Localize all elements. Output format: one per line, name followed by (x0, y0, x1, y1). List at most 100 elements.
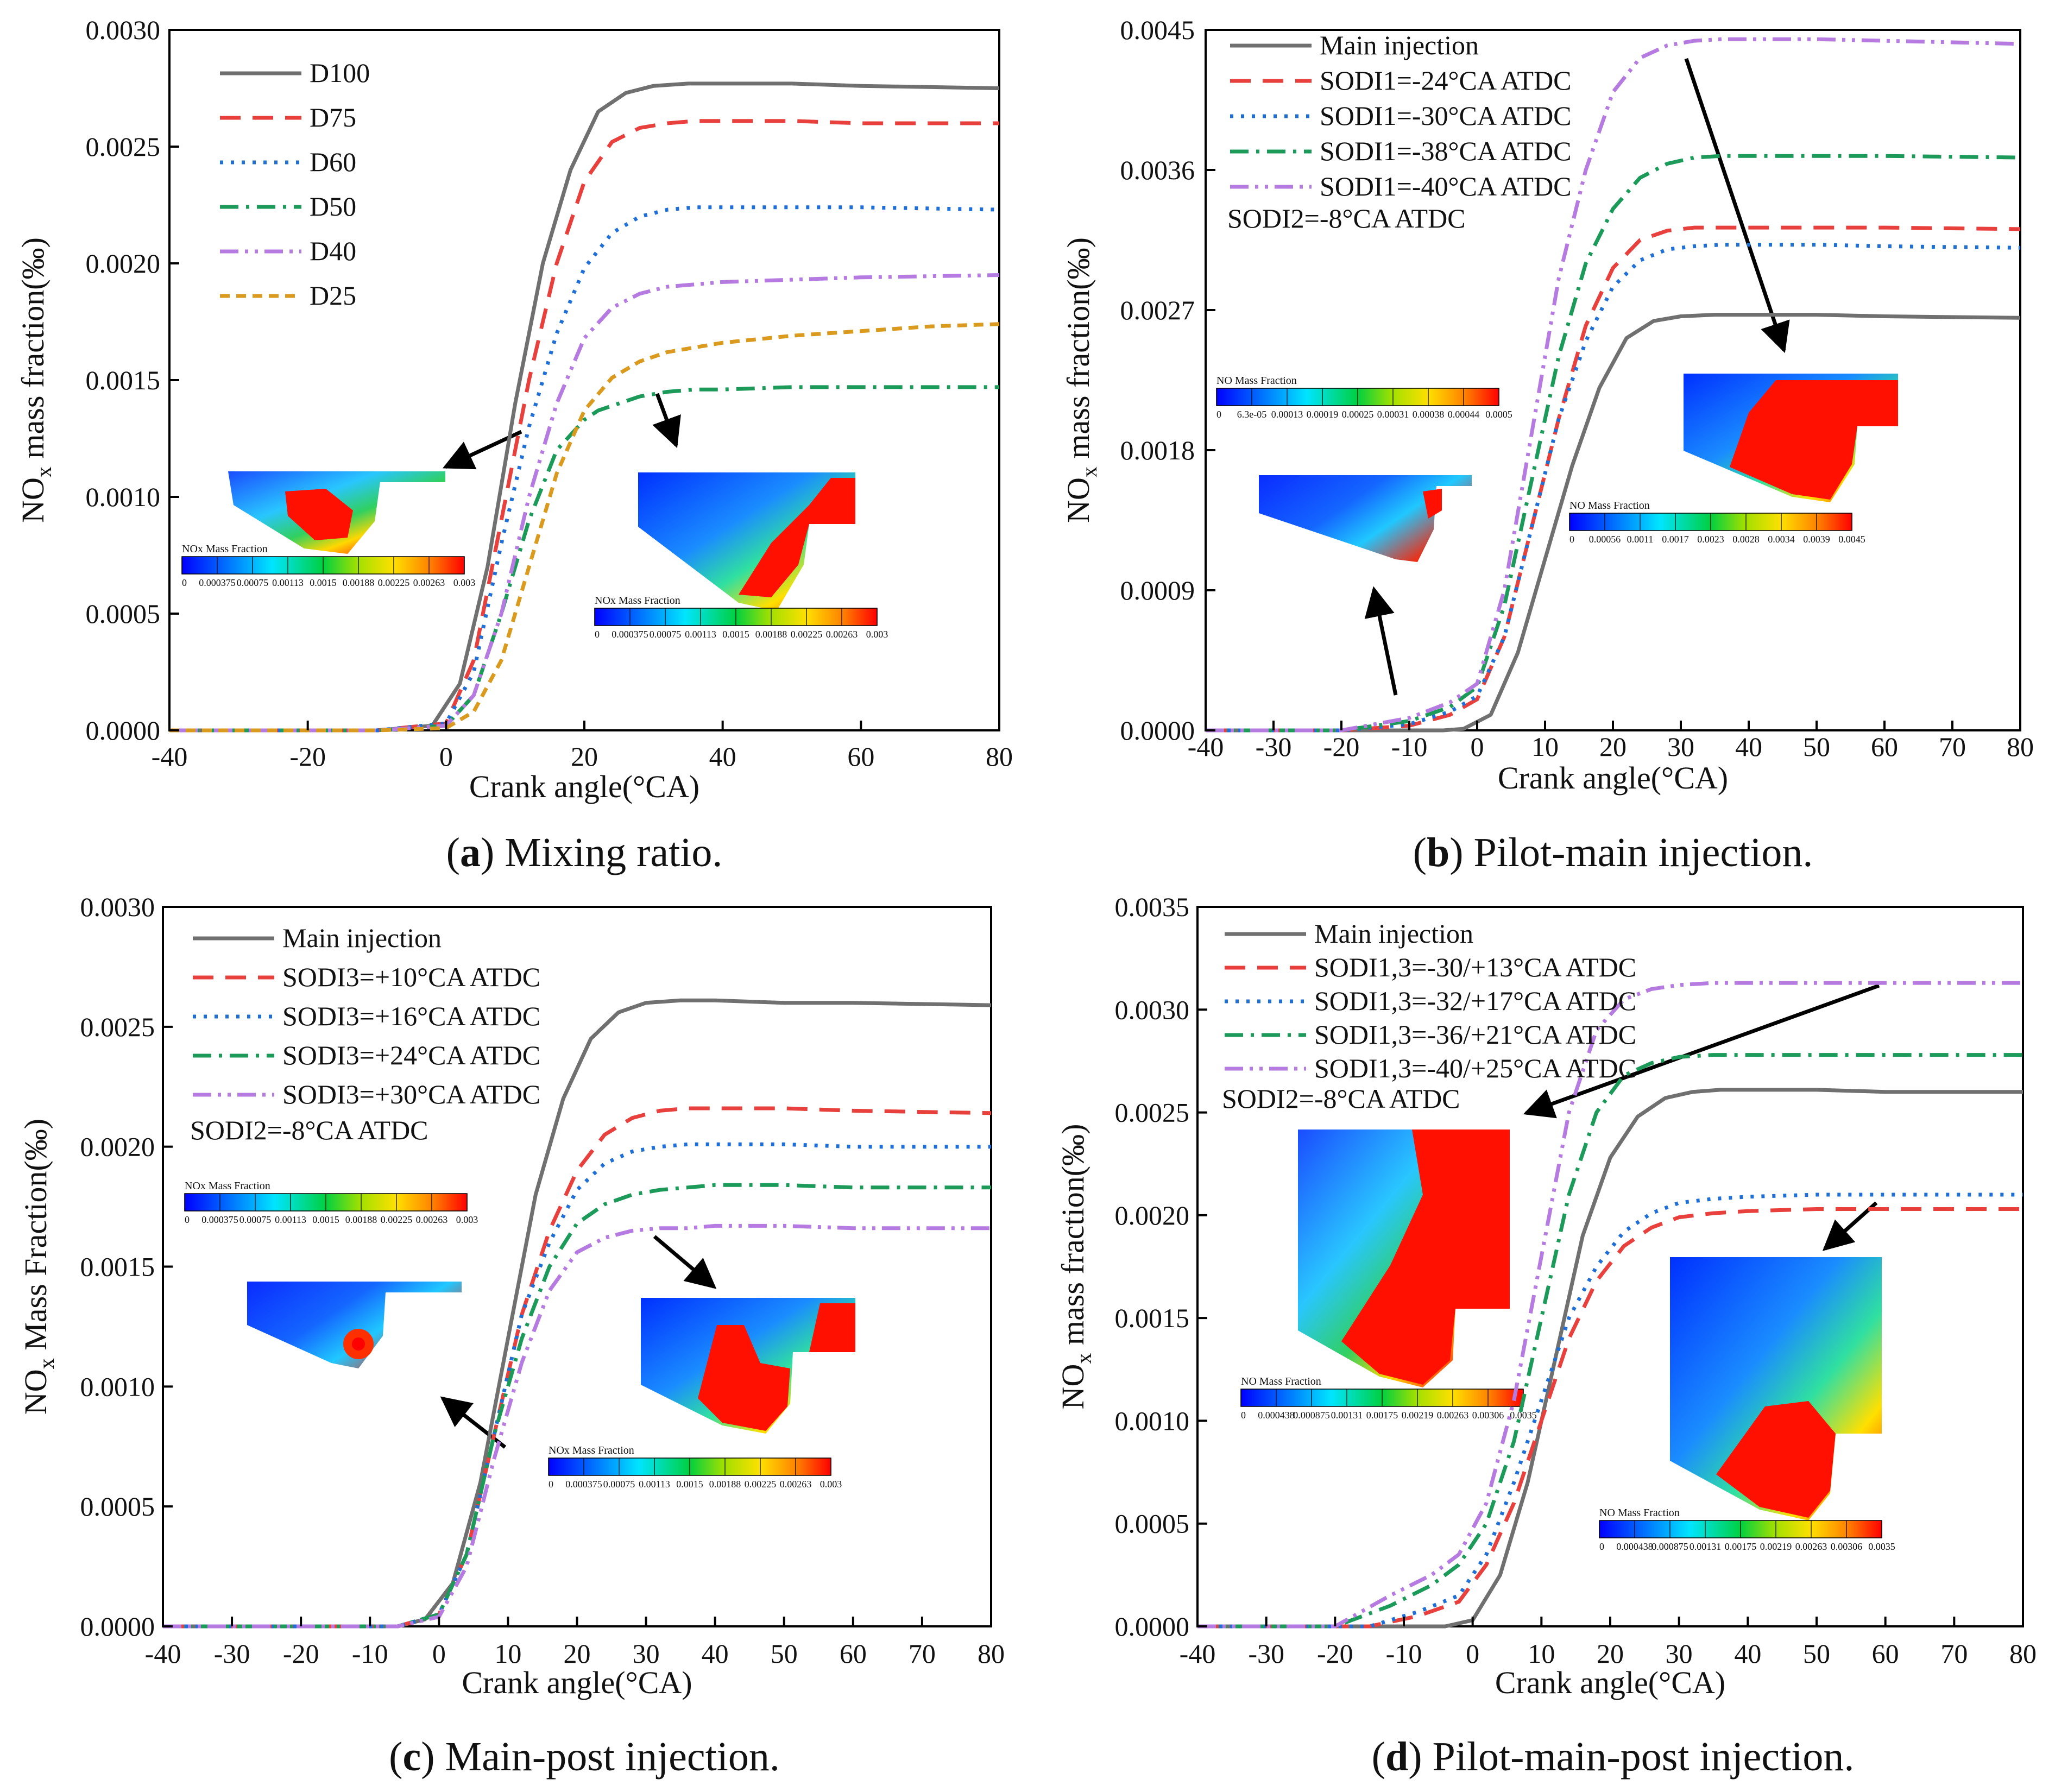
x-tick-label: 70 (1939, 731, 1966, 762)
colorbar-tick-label: 0.00113 (685, 629, 716, 640)
x-tick-label: -20 (1323, 731, 1360, 762)
y-tick-label: 0.0025 (86, 131, 161, 162)
field-inset (228, 471, 445, 554)
colorbar-tick-label: 0.00175 (1725, 1541, 1757, 1552)
y-label-main: NO (1061, 477, 1096, 523)
x-axis-label: Crank angle(°CA) (462, 1665, 692, 1700)
caption-letter: a (460, 830, 481, 875)
colorbar-tick-label: 0 (1241, 1410, 1246, 1421)
y-label-main: NO (15, 477, 51, 523)
panel-a: NOx Mass Fraction 0 0.000375 0.00075 0.00113… (15, 15, 1013, 875)
y-axis-label: NOx Mass Fraction(‰) (18, 1119, 59, 1415)
colorbar-tick-label: 0.0015 (676, 1479, 703, 1490)
y-tick-label: 0.0000 (86, 715, 161, 746)
x-tick-label: -30 (1256, 731, 1292, 762)
series-line (1206, 37, 2021, 733)
x-tick-label: 20 (571, 741, 598, 772)
x-tick-label: 10 (1528, 1638, 1555, 1669)
legend-label: Main injection (282, 923, 442, 953)
colorbar-tick-label: 0.00013 (1271, 409, 1303, 420)
colorbar-tick-label: 0 (182, 577, 187, 588)
colorbar-title: NO Mass Fraction (1569, 500, 1650, 512)
x-axis-label: Crank angle(°CA) (469, 769, 699, 804)
y-tick-label: 0.0010 (1115, 1405, 1190, 1436)
legend-label: SODI3=+10°CA ATDC (282, 962, 540, 992)
colorbar-tick-label: 0.00225 (381, 1214, 413, 1225)
legend: D100 D75 D60 D50 D40 D25 (220, 58, 370, 311)
series-line (1197, 981, 2023, 1629)
y-axis-label: NOx mass fraction(‰) (15, 237, 56, 523)
x-tick-label: 60 (840, 1638, 867, 1669)
colorbar-title: NO Mass Fraction (1216, 375, 1297, 387)
legend-label: D75 (310, 102, 356, 132)
colorbar-tick-label: 0 (185, 1214, 190, 1225)
colorbar-tick-label: 0.0035 (1868, 1541, 1895, 1552)
hot-region (1423, 489, 1442, 519)
y-tick-label: 0.0030 (80, 892, 155, 922)
x-tick-label: 50 (1803, 731, 1830, 762)
hot-region (809, 1303, 855, 1352)
x-tick-label: -40 (1188, 731, 1224, 762)
legend-label: D40 (310, 236, 356, 266)
legend-note: SODI2=-8°CA ATDC (1222, 1083, 1460, 1114)
caption-letter: d (1385, 1734, 1408, 1780)
colorbar-tick-label: 0.00044 (1448, 409, 1480, 420)
colorbar-tick-label: 0.00219 (1402, 1410, 1434, 1421)
colorbar-tick-label: 0.0045 (1838, 534, 1865, 545)
series-line (163, 1223, 991, 1629)
chart-a: -40 -20 0 20 40 60 80 0.0000 0.0005 0.0010 0.0015 0… (15, 15, 1013, 804)
x-tick-label: -30 (1248, 1638, 1284, 1669)
y-tick-label: 0.0000 (80, 1611, 155, 1642)
annotation-arrow (1523, 983, 1880, 1119)
x-tick-label: 70 (909, 1638, 936, 1669)
y-label-sub: x (31, 466, 56, 477)
caption-text: Pilot-main injection. (1464, 830, 1813, 875)
y-tick-label: 0.0015 (1115, 1303, 1190, 1333)
colorbar-tick-label: 0.000438 (1258, 1410, 1295, 1421)
colorbar-tick-label: 0.0015 (310, 577, 337, 588)
series-line (1197, 1053, 2023, 1629)
x-tick-label: 0 (432, 1638, 446, 1669)
series-line (169, 119, 999, 733)
series-line (1206, 243, 2021, 733)
x-tick-label: 80 (978, 1638, 1005, 1669)
colorbar-title: NOx Mass Fraction (182, 543, 268, 555)
y-axis-label: NOx mass fraction(‰) (1061, 237, 1101, 523)
x-tick-label: -40 (152, 741, 188, 772)
colorbar-tick-label: 0.00075 (239, 1214, 272, 1225)
colorbar-tick-label: 0.0015 (722, 629, 749, 640)
y-tick-label: 0.0005 (1115, 1509, 1190, 1539)
colorbar-tick-label: 0.003 (866, 629, 888, 640)
y-tick-label: 0.0010 (86, 482, 161, 512)
chart-b: -40 -30 -20 -10 0 10 20 30 40 50 60 70 80 0.0000 0.000… (1061, 15, 2034, 796)
x-tick-label: -10 (352, 1638, 388, 1669)
annotation-arrow (1684, 58, 1790, 354)
colorbar-tick-label: 0.0011 (1627, 534, 1654, 545)
colorbar-title: NO Mass Fraction (1599, 1507, 1680, 1519)
y-tick-label: 0.0005 (80, 1491, 155, 1522)
colorbar-tick-label: 0.00219 (1760, 1541, 1792, 1552)
colorbar-tick-label: 0.00113 (275, 1214, 306, 1225)
y-label-main: NO (18, 1369, 53, 1415)
colorbar-tick-label: 0.00225 (791, 629, 823, 640)
legend-label: Main injection (1320, 30, 1479, 60)
colorbar-tick-label: 0.0034 (1768, 534, 1795, 545)
colorbar-tick-label: 0.000375 (612, 629, 648, 640)
colorbar-tick-label: 0.00131 (1331, 1410, 1363, 1421)
field-inset (1259, 475, 1472, 562)
x-tick-label: -30 (214, 1638, 250, 1669)
hot-region (285, 489, 353, 540)
x-tick-label: 40 (709, 741, 736, 772)
x-tick-label: 40 (1735, 731, 1762, 762)
colorbar-tick-label: 0.00075 (650, 629, 682, 640)
y-tick-label: 0.0018 (1120, 435, 1195, 465)
series-line (169, 205, 1000, 733)
x-tick-label: 60 (1872, 1638, 1899, 1669)
hot-region (1341, 1130, 1510, 1385)
x-tick-label: 10 (494, 1638, 521, 1669)
colorbar: NOx Mass Fraction 0 0.000375 0.00075 0.00113… (548, 1444, 842, 1490)
colorbar-tick-label: 0.00306 (1472, 1410, 1504, 1421)
colorbar-tick-label: 0.000375 (565, 1479, 602, 1490)
